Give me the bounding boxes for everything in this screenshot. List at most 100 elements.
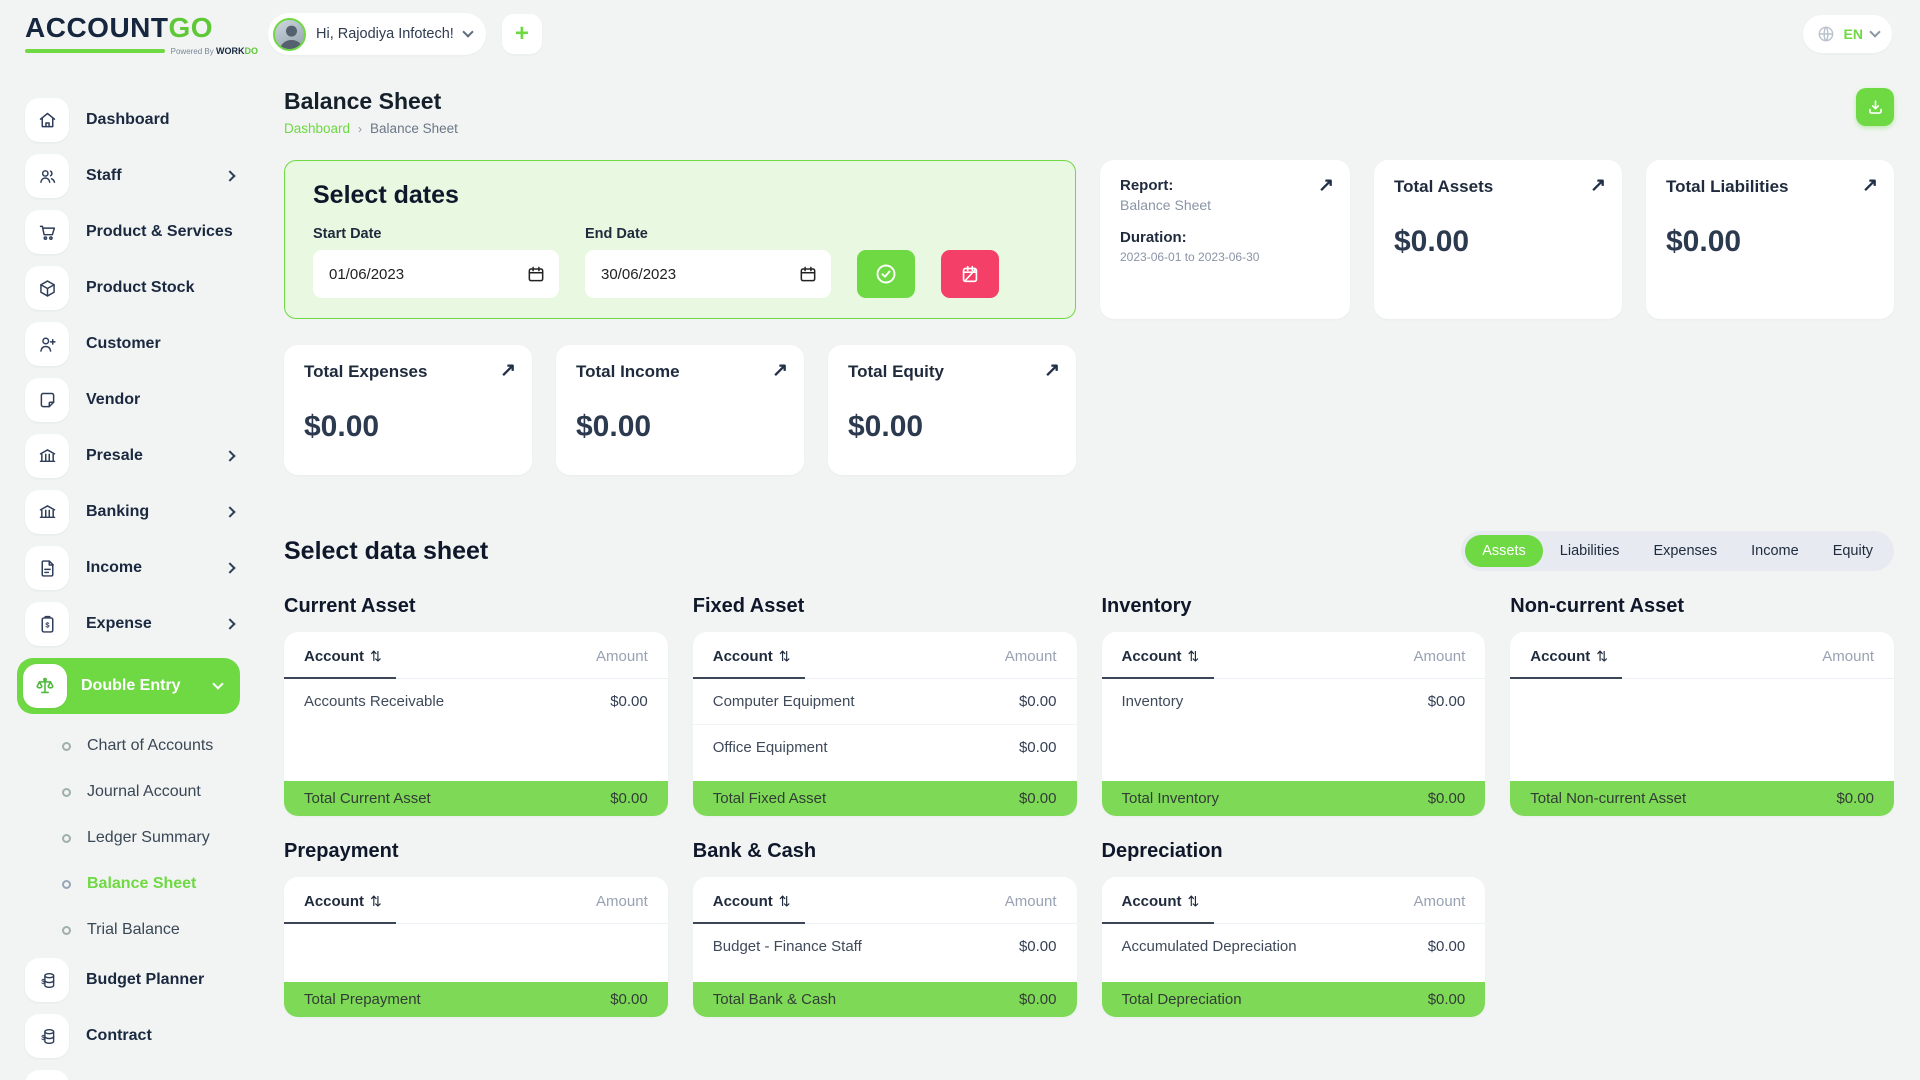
sort-account-button[interactable]: Account ⇅ — [1121, 648, 1200, 665]
breadcrumb-current: Balance Sheet — [370, 121, 458, 136]
avatar — [273, 17, 306, 51]
start-date-input[interactable] — [313, 250, 559, 298]
section-title: Current Asset — [284, 595, 416, 617]
download-button[interactable] — [1856, 88, 1894, 126]
account-underline — [284, 677, 396, 679]
open-link-icon[interactable]: ↗ — [1318, 175, 1334, 196]
end-date-input[interactable] — [585, 250, 831, 298]
section-title: Fixed Asset — [692, 595, 805, 617]
open-link-icon[interactable]: ↗ — [772, 360, 788, 381]
add-button[interactable]: + — [501, 14, 542, 54]
bullet-icon — [62, 833, 71, 843]
amount-header: Amount — [1822, 648, 1874, 665]
bullet-icon — [62, 787, 71, 797]
account-table: Account ⇅ Amount Budget - Finance Staff … — [692, 877, 1077, 1017]
calendar-slash-icon — [959, 263, 981, 285]
sidebar-subitem-trial-balance[interactable]: Trial Balance — [25, 912, 258, 948]
sidebar-item-income[interactable]: Income — [25, 546, 258, 590]
table-total-row: Total Inventory $0.00 — [1101, 781, 1486, 816]
duration-label: Duration: — [1120, 229, 1187, 246]
sidebar-item-vendor[interactable]: Vendor — [25, 378, 258, 422]
sidebar-item-dashboard[interactable]: Dashboard — [25, 98, 258, 142]
account-table: Account ⇅ Amount Total Prepayment $0.00 — [284, 877, 668, 1017]
globe-icon — [1816, 24, 1836, 44]
tab-assets[interactable]: Assets — [1465, 535, 1543, 567]
sort-icon: ⇅ — [1187, 648, 1200, 664]
tab-equity[interactable]: Equity — [1816, 535, 1890, 567]
section-title: Prepayment — [284, 840, 399, 862]
breadcrumb: Dashboard › Balance Sheet — [284, 121, 458, 136]
table-row: Budget - Finance Staff $0.00 — [712, 938, 1057, 955]
user-menu-button[interactable]: Hi, Rajodiya Infotech! — [268, 13, 486, 55]
breadcrumb-dashboard-link[interactable]: Dashboard — [284, 121, 351, 136]
chevron-down-icon — [1869, 26, 1881, 38]
table-header: Account ⇅ Amount — [1101, 877, 1486, 924]
sort-account-button[interactable]: Account ⇅ — [304, 893, 382, 910]
account-underline — [692, 677, 805, 679]
reset-filter-button[interactable] — [941, 250, 999, 298]
total-income-card: ↗ Total Income $0.00 — [556, 345, 804, 475]
open-link-icon[interactable]: ↗ — [1044, 360, 1060, 381]
powered-by-text: Powered By WORKDO — [170, 46, 258, 56]
duration-value: 2023-06-01 to 2023-06-30 — [1120, 250, 1260, 264]
clipboard-dollar-icon: $ — [25, 602, 69, 646]
coins-icon — [25, 1070, 69, 1080]
tab-income[interactable]: Income — [1734, 535, 1816, 567]
section-prepayment: Prepayment Account ⇅ Amount Total Prepay… — [284, 816, 668, 1017]
sidebar-item-staff[interactable]: Staff — [25, 154, 258, 198]
table-total-row: Total Prepayment $0.00 — [284, 982, 668, 1017]
sort-account-button[interactable]: Account ⇅ — [1530, 648, 1608, 665]
sidebar-item-banking[interactable]: Banking — [25, 490, 258, 534]
sidebar-item-double-entry[interactable]: Double Entry — [17, 658, 240, 714]
open-link-icon[interactable]: ↗ — [500, 360, 516, 381]
tab-liabilities[interactable]: Liabilities — [1543, 535, 1637, 567]
sort-account-button[interactable]: Account ⇅ — [712, 893, 791, 910]
sort-icon: ⇅ — [1596, 648, 1608, 664]
start-date-label: Start Date — [313, 226, 382, 242]
sidebar-subitem-ledger-summary[interactable]: Ledger Summary — [25, 820, 258, 856]
bullet-icon — [62, 879, 71, 889]
box-icon — [25, 266, 69, 310]
table-row: Computer Equipment $0.00 — [712, 693, 1057, 710]
sidebar-subitem-journal-account[interactable]: Journal Account — [25, 774, 258, 810]
open-link-icon[interactable]: ↗ — [1862, 175, 1878, 196]
sidebar-item-contract[interactable]: $ Contract — [25, 1014, 258, 1058]
datasheet-heading: Select data sheet — [284, 536, 489, 565]
sort-account-button[interactable]: Account ⇅ — [1121, 893, 1200, 910]
sidebar-subitem-balance-sheet[interactable]: Balance Sheet — [25, 866, 258, 902]
total-expenses-card: ↗ Total Expenses $0.00 — [284, 345, 532, 475]
language-selector[interactable]: EN — [1802, 15, 1892, 53]
report-label: Report: — [1120, 177, 1174, 194]
table-row: Accounts Receivable $0.00 — [304, 693, 648, 710]
main-content: Balance Sheet Dashboard › Balance Sheet … — [258, 0, 1920, 1080]
sidebar-item-product-services[interactable]: Product & Services — [25, 210, 258, 254]
table-header: Account ⇅ Amount — [692, 877, 1077, 924]
section-title: Depreciation — [1101, 840, 1223, 862]
open-link-icon[interactable]: ↗ — [1590, 175, 1606, 196]
tab-expenses[interactable]: Expenses — [1636, 535, 1734, 567]
sidebar-item-expense[interactable]: $ Expense — [25, 602, 258, 646]
sidebar-item-partial[interactable] — [25, 1070, 258, 1080]
document-icon — [25, 546, 69, 590]
select-dates-card: Select dates Start Date End Date — [284, 160, 1076, 319]
account-table: Account ⇅ Amount Accumulated Depreciatio… — [1101, 877, 1486, 1017]
breadcrumb-separator-icon: › — [358, 121, 363, 136]
sidebar-item-budget-planner[interactable]: $ Budget Planner — [25, 958, 258, 1002]
account-underline — [284, 922, 396, 924]
user-plus-icon — [25, 322, 69, 366]
download-icon — [1866, 98, 1885, 117]
sidebar-item-customer[interactable]: Customer — [25, 322, 258, 366]
top-header: ACCOUNTGO Powered By WORKDO Hi, Rajodiya… — [0, 0, 1920, 64]
logo-part-account: ACCOUNT — [25, 12, 169, 43]
cart-icon — [25, 210, 69, 254]
sidebar-item-presale[interactable]: Presale — [25, 434, 258, 478]
table-header: Account ⇅ Amount — [284, 632, 668, 679]
sort-icon: ⇅ — [778, 893, 791, 909]
sidebar-item-product-stock[interactable]: Product Stock — [25, 266, 258, 310]
end-date-label: End Date — [585, 226, 648, 242]
sort-account-button[interactable]: Account ⇅ — [712, 648, 791, 665]
sidebar-subitem-chart-of-accounts[interactable]: Chart of Accounts — [25, 728, 258, 764]
apply-filter-button[interactable] — [857, 250, 915, 298]
sort-account-button[interactable]: Account ⇅ — [304, 648, 382, 665]
chevron-right-icon — [224, 450, 236, 462]
